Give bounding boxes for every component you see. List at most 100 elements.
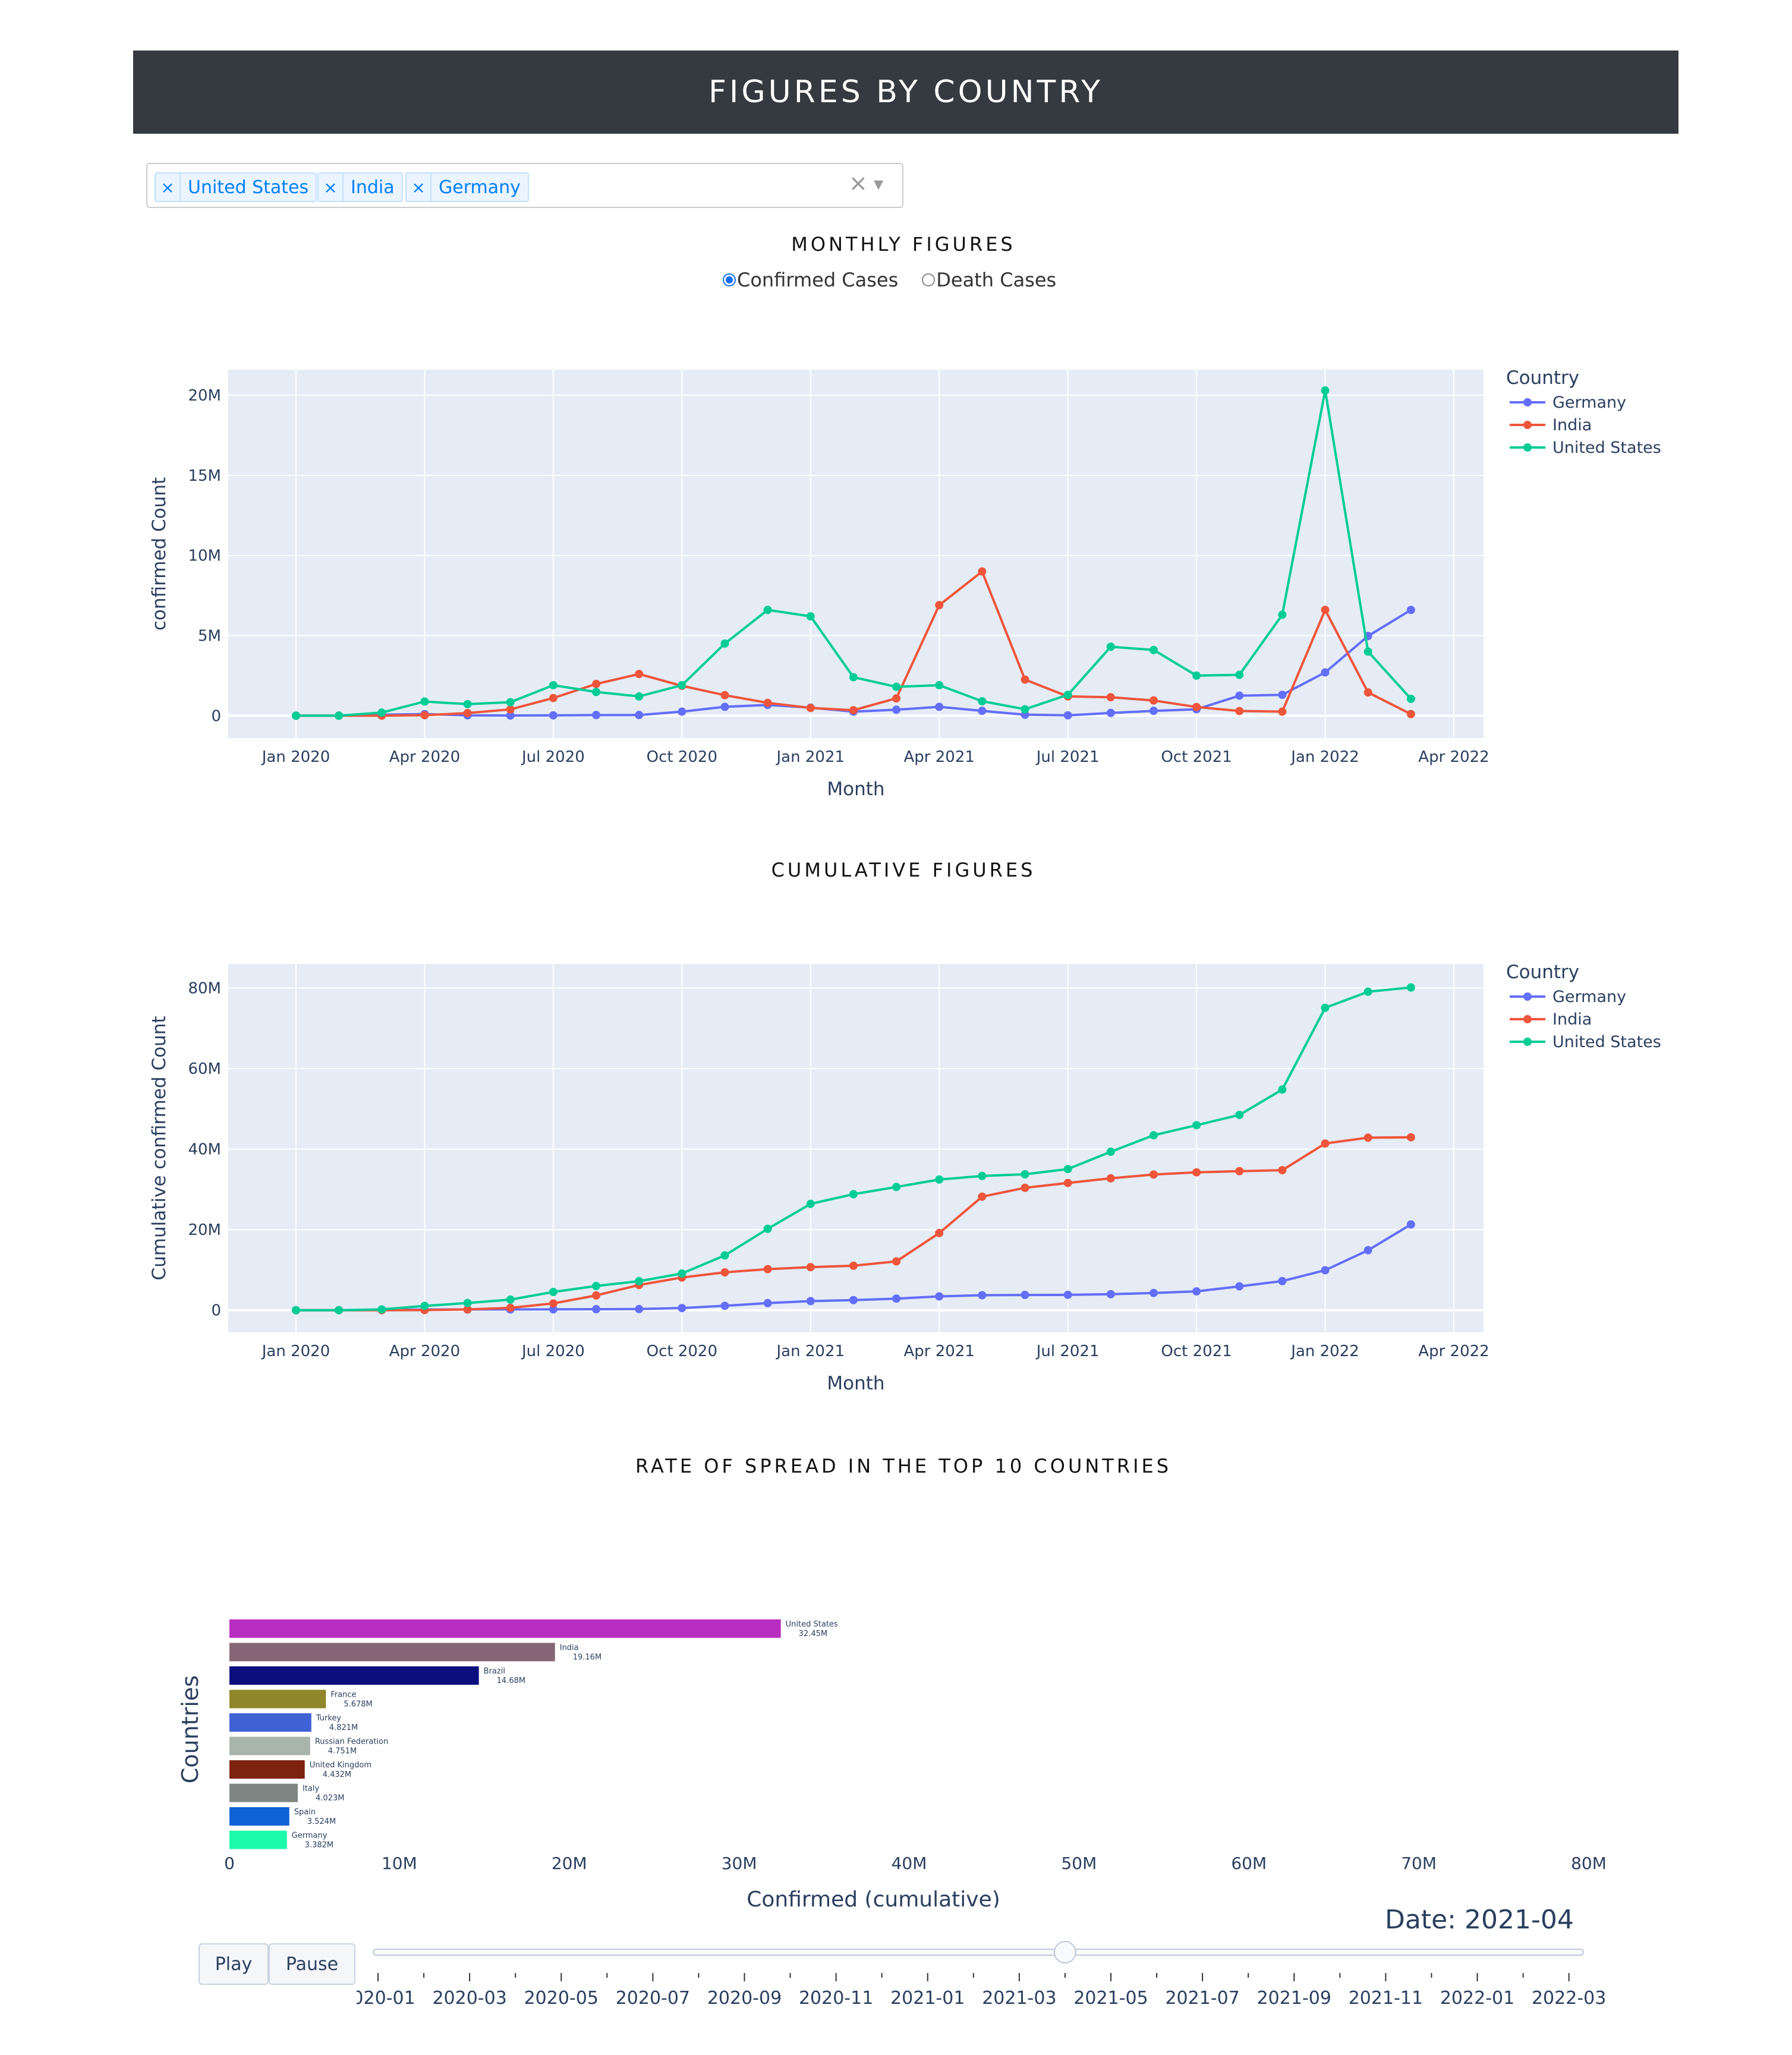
- data-point: [506, 711, 515, 720]
- slider-tick-label: 2021-09: [1257, 1988, 1331, 2009]
- data-point: [1192, 1121, 1201, 1130]
- data-point: [463, 1298, 472, 1307]
- data-point: [1235, 1282, 1244, 1291]
- bar-value-label: 5.678M: [344, 1700, 372, 1709]
- data-point: [720, 1268, 729, 1277]
- data-point: [678, 1269, 686, 1278]
- data-point: [1106, 1174, 1115, 1183]
- bar: [229, 1690, 326, 1709]
- data-point: [592, 688, 601, 696]
- legend-title: Country: [1506, 367, 1579, 389]
- data-point: [1278, 610, 1287, 619]
- data-point: [549, 681, 558, 690]
- data-point: [592, 1291, 601, 1300]
- y-tick-label: 15M: [188, 467, 221, 485]
- slider-tick-label: 2020-09: [707, 1988, 782, 2009]
- page-header: FIGURES BY COUNTRY: [133, 51, 1678, 134]
- data-point: [763, 698, 772, 707]
- data-point: [1235, 707, 1244, 716]
- slider-rail: [373, 1949, 1584, 1956]
- y-tick-label: 5M: [198, 627, 221, 645]
- x-tick-label: Oct 2021: [1161, 748, 1232, 766]
- data-point: [1192, 671, 1201, 680]
- bar-value-label: 3.524M: [307, 1817, 336, 1826]
- x-tick-label: 80M: [1571, 1854, 1607, 1873]
- remove-chip-icon[interactable]: ×: [156, 174, 181, 201]
- remove-chip-icon[interactable]: ×: [407, 174, 432, 201]
- x-tick-label: 60M: [1231, 1854, 1267, 1873]
- y-tick-label: 0: [211, 707, 221, 725]
- chip-label: Germany: [439, 176, 521, 198]
- remove-chip-icon[interactable]: ×: [319, 174, 344, 201]
- data-point: [892, 705, 901, 714]
- data-point: [763, 1224, 772, 1233]
- x-axis-title: Month: [827, 778, 884, 800]
- bar-country-label: Brazil: [484, 1667, 505, 1676]
- data-point: [1149, 1131, 1158, 1140]
- legend-swatch-marker: [1523, 1015, 1532, 1023]
- play-button[interactable]: Play: [199, 1943, 269, 1985]
- radio-label-death: Death Cases: [936, 269, 1057, 291]
- data-point: [335, 1306, 344, 1315]
- data-point: [935, 1175, 944, 1184]
- data-point: [592, 679, 601, 688]
- data-point: [1321, 1266, 1330, 1275]
- bar: [229, 1643, 555, 1662]
- bar: [229, 1666, 479, 1685]
- data-point: [1321, 668, 1330, 677]
- data-point: [1106, 693, 1115, 702]
- chevron-down-icon[interactable]: ▾: [874, 172, 884, 195]
- bar: [229, 1760, 305, 1779]
- data-point: [1063, 711, 1072, 720]
- monthly-figures-chart: Jan 2020 Apr 2020 Jul 2020 Oct 2020 Jan 2021…: [149, 367, 1661, 800]
- clear-all-icon[interactable]: ×: [849, 170, 868, 196]
- data-point: [1021, 1183, 1029, 1192]
- data-point: [935, 1292, 944, 1301]
- legend-swatch-marker: [1523, 1038, 1532, 1046]
- x-axis-title: Confirmed (cumulative): [747, 1887, 1000, 1908]
- x-axis-title: Month: [827, 1373, 884, 1394]
- slider-tick-label: 2021-01: [890, 1988, 965, 2009]
- x-tick-label: 20M: [552, 1854, 587, 1873]
- bar-value-label: 3.382M: [305, 1841, 333, 1850]
- slider-handle[interactable]: [1053, 1941, 1076, 1963]
- data-point: [1063, 691, 1072, 699]
- radio-label-confirmed: Confirmed Cases: [737, 269, 899, 291]
- bar-value-label: 4.821M: [329, 1723, 358, 1732]
- data-point: [892, 1257, 901, 1266]
- data-point: [978, 567, 987, 576]
- y-axis-title: Cumulative confirmed Count: [149, 1016, 170, 1280]
- time-slider[interactable]: 2020-01 2020-03 2020-05 2020-07 2020-09 2020-…: [357, 1931, 1617, 2009]
- data-point: [720, 1301, 729, 1310]
- data-point: [1363, 688, 1372, 697]
- radio-death-cases[interactable]: [922, 273, 936, 286]
- data-point: [549, 1288, 558, 1297]
- slider-tick-label: 2020-11: [799, 1988, 873, 2009]
- x-tick-label: Jan 2020: [261, 1342, 330, 1360]
- bar: [229, 1736, 310, 1755]
- radio-confirmed-cases[interactable]: [723, 273, 736, 286]
- x-tick-label: Oct 2021: [1161, 1342, 1232, 1360]
- bar: [229, 1783, 298, 1802]
- chip-united-states: × United States: [155, 172, 317, 202]
- x-tick-label: Jan 2021: [776, 1342, 845, 1360]
- x-tick-label: Apr 2021: [904, 1342, 975, 1360]
- data-point: [892, 1294, 901, 1303]
- slider-tick-label: 2021-03: [982, 1988, 1056, 2009]
- country-multiselect[interactable]: × United States × India × Germany × ▾: [146, 163, 903, 208]
- bar-country-label: Spain: [294, 1808, 316, 1817]
- cumulative-figures-chart: Jan 2020 Apr 2020 Jul 2020 Oct 2020 Jan 2021…: [149, 962, 1661, 1394]
- slider-tick-label: 2022-03: [1532, 1988, 1606, 2009]
- data-point: [763, 606, 772, 614]
- data-point: [377, 708, 386, 717]
- data-point: [1106, 642, 1115, 651]
- bar-country-label: United Kingdom: [310, 1761, 371, 1770]
- bar-value-label: 4.023M: [316, 1794, 344, 1803]
- data-point: [678, 1304, 686, 1313]
- pause-button[interactable]: Pause: [269, 1943, 355, 1985]
- data-point: [1149, 696, 1158, 705]
- data-point: [335, 711, 344, 720]
- data-point: [635, 1277, 644, 1285]
- x-tick-label: Apr 2022: [1418, 1342, 1489, 1360]
